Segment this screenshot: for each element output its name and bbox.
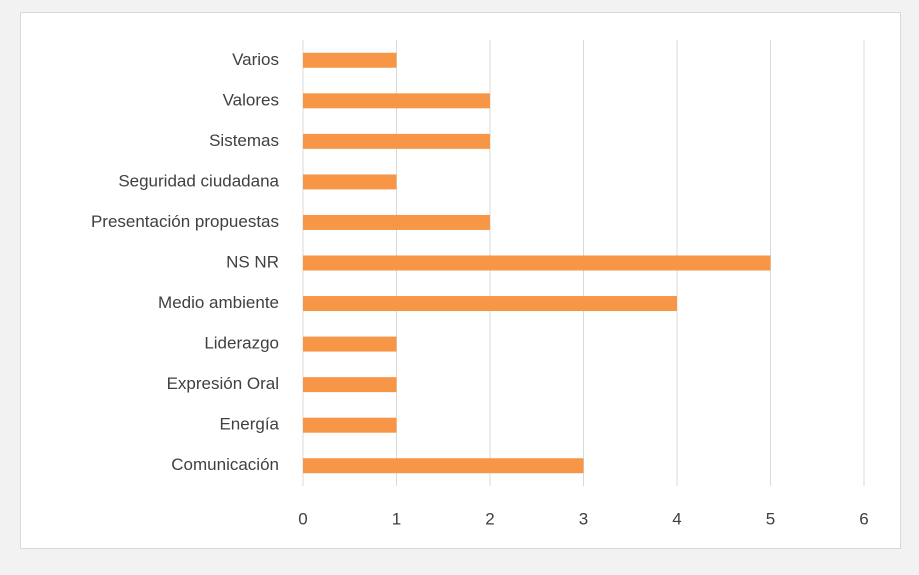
x-tick-label: 3 (579, 509, 588, 528)
bar (303, 458, 584, 474)
y-tick-label: Liderazgo (204, 334, 279, 353)
bar (303, 133, 490, 149)
y-tick-label: Comunicación (171, 455, 279, 474)
bar (303, 93, 490, 109)
bar (303, 296, 677, 312)
bar (303, 417, 397, 433)
x-tick-label: 5 (766, 509, 775, 528)
y-tick-label: Energía (219, 415, 279, 434)
x-tick-label: 2 (485, 509, 494, 528)
y-tick-label: Medio ambiente (158, 293, 279, 312)
y-tick-label: Seguridad ciudadana (118, 171, 279, 190)
y-tick-label: NS NR (226, 252, 279, 271)
x-tick-label: 4 (672, 509, 681, 528)
bar (303, 174, 397, 190)
y-tick-label: Varios (232, 50, 279, 69)
bar (303, 214, 490, 230)
y-tick-label: Valores (223, 90, 279, 109)
bar (303, 377, 397, 393)
bar (303, 52, 397, 68)
x-tick-label: 0 (298, 509, 307, 528)
bar (303, 336, 397, 352)
y-tick-label: Sistemas (209, 131, 279, 150)
x-tick-label: 1 (392, 509, 401, 528)
x-tick-label: 6 (859, 509, 868, 528)
bar (303, 255, 771, 271)
y-tick-label: Expresión Oral (167, 374, 279, 393)
y-tick-label: Presentación propuestas (91, 212, 279, 231)
